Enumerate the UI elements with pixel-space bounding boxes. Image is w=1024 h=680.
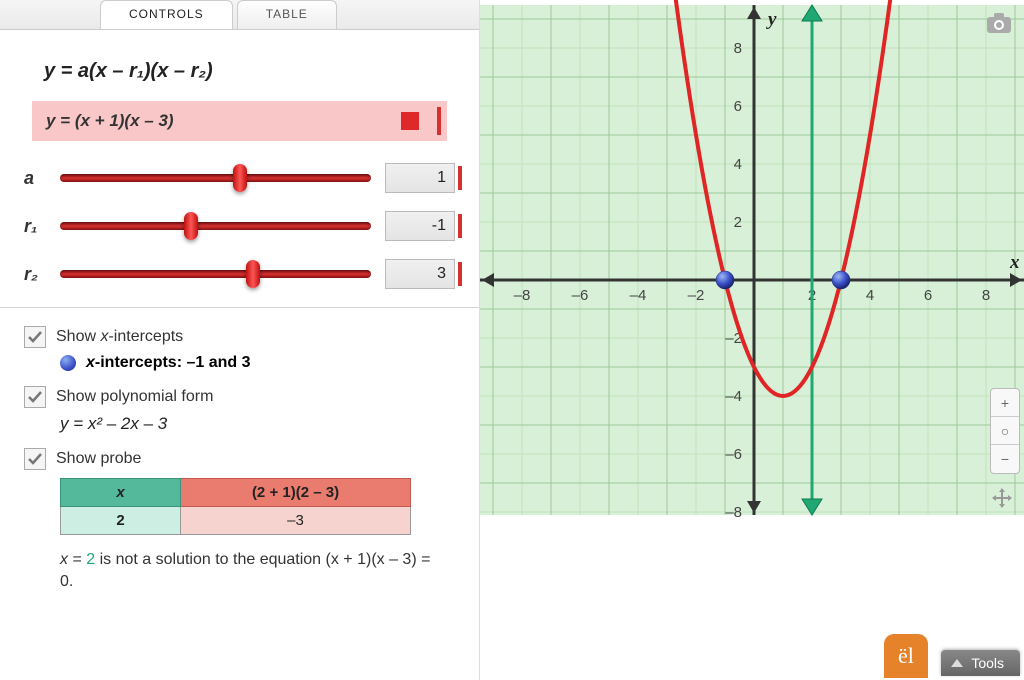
svg-text:x: x (1009, 252, 1020, 273)
label-show-polynomial: Show polynomial form (56, 388, 213, 406)
probe-value-x: 2 (61, 507, 181, 535)
probe-value-fx: –3 (181, 507, 411, 535)
equation-color-swatch[interactable] (401, 112, 419, 130)
zoom-reset-button[interactable]: ○ (991, 417, 1019, 445)
graph-area[interactable]: –8–6–4–22468–8–6–4–22468xy (480, 0, 1024, 520)
slider-a-value[interactable]: 1 (385, 163, 455, 193)
formula-template: y = a(x – r₁)(x – r₂) (44, 60, 455, 83)
svg-text:–2: –2 (688, 287, 705, 304)
graph-panel: –8–6–4–22468–8–6–4–22468xy + ○ − ël Tool… (480, 0, 1024, 680)
slider-r2-track[interactable] (60, 270, 371, 278)
svg-text:y: y (766, 9, 777, 30)
zoom-in-button[interactable]: + (991, 389, 1019, 417)
zoom-controls: + ○ − (990, 388, 1020, 474)
tab-controls[interactable]: CONTROLS (100, 0, 233, 29)
intercept-dot-icon (60, 355, 76, 371)
slider-a-row: a 1 (24, 163, 455, 193)
probe-table: x(2 + 1)(2 – 3) 2–3 (60, 478, 411, 535)
equation-text: y = (x + 1)(x – 3) (46, 111, 174, 130)
checkbox-show-probe[interactable] (24, 448, 46, 470)
tabs-bar: CONTROLS TABLE (0, 0, 479, 30)
svg-text:–6: –6 (572, 287, 589, 304)
slider-r2-value[interactable]: 3 (385, 259, 455, 289)
svg-text:–8: –8 (514, 287, 531, 304)
svg-text:6: 6 (924, 287, 932, 304)
solution-statement: x = 2 is not a solution to the equation … (60, 549, 440, 594)
label-show-probe: Show probe (56, 450, 141, 468)
svg-text:–4: –4 (725, 388, 742, 405)
tools-button[interactable]: Tools (941, 650, 1020, 676)
svg-text:8: 8 (982, 287, 990, 304)
svg-text:–6: –6 (725, 446, 742, 463)
divider (0, 307, 479, 308)
probe-header-x: x (61, 479, 181, 507)
slider-r1-thumb[interactable] (184, 212, 198, 240)
svg-text:–8: –8 (725, 504, 742, 520)
slider-a-track[interactable] (60, 174, 371, 182)
slider-r1-value[interactable]: -1 (385, 211, 455, 241)
slider-a-label: a (24, 168, 60, 189)
svg-text:4: 4 (734, 156, 742, 173)
slider-r1-row: r₁ -1 (24, 211, 455, 241)
checkbox-show-polynomial[interactable] (24, 386, 46, 408)
checkbox-show-intercepts[interactable] (24, 326, 46, 348)
slider-r1-label: r₁ (24, 216, 60, 237)
slider-r1-track[interactable] (60, 222, 371, 230)
polynomial-expression: y = x² – 2x – 3 (60, 414, 455, 434)
slider-r2-thumb[interactable] (246, 260, 260, 288)
svg-text:–4: –4 (630, 287, 647, 304)
probe-header-fx: (2 + 1)(2 – 3) (181, 479, 411, 507)
slider-a-thumb[interactable] (233, 164, 247, 192)
slider-r2-label: r₂ (24, 264, 60, 285)
svg-text:6: 6 (734, 98, 742, 115)
zoom-out-button[interactable]: − (991, 445, 1019, 473)
equation-display: y = (x + 1)(x – 3) (32, 101, 447, 141)
tab-table[interactable]: TABLE (237, 0, 337, 29)
label-show-intercepts: Show x-intercepts (56, 328, 183, 346)
controls-panel: CONTROLS TABLE y = a(x – r₁)(x – r₂) y =… (0, 0, 480, 680)
brand-badge[interactable]: ël (884, 634, 928, 678)
camera-icon[interactable] (986, 12, 1012, 37)
slider-r2-row: r₂ 3 (24, 259, 455, 289)
pan-icon[interactable] (990, 486, 1014, 513)
svg-text:4: 4 (866, 287, 874, 304)
svg-text:8: 8 (734, 40, 742, 57)
svg-text:2: 2 (734, 214, 742, 231)
intercepts-display: x-intercepts: –1 and 3 (60, 354, 455, 372)
